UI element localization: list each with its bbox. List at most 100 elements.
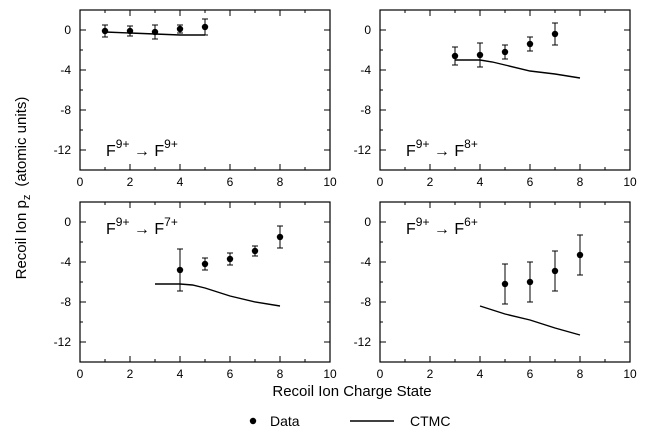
x-tick-label: 2 xyxy=(427,367,434,381)
legend: Data CTMC xyxy=(249,413,450,429)
y-tick-label: -12 xyxy=(54,143,72,157)
panel-label-text: F xyxy=(106,221,116,238)
panel-label-superscript: 9+ xyxy=(416,137,430,151)
panel-label-text: F xyxy=(154,143,164,160)
panel-label-text: → xyxy=(429,143,454,160)
x-tick-label: 4 xyxy=(477,175,484,189)
y-tick-label: 0 xyxy=(64,215,71,229)
x-tick-label: 10 xyxy=(323,367,337,381)
x-tick-label: 6 xyxy=(527,367,534,381)
data-point xyxy=(476,51,484,59)
panel-label-superscript: 6+ xyxy=(464,215,478,229)
ctmc-line xyxy=(455,59,581,79)
legend-data-label: Data xyxy=(270,413,300,429)
data-point xyxy=(501,48,509,56)
panel-2: 0 2 4 6 8 100-4-8-12 F9+ → F8+ xyxy=(354,9,637,189)
panel-label-text: → xyxy=(129,143,154,160)
legend-data-marker xyxy=(249,417,257,425)
y-tick-label: -8 xyxy=(360,103,371,117)
data-point xyxy=(551,267,559,275)
ctmc-line xyxy=(479,305,581,336)
panel-label-text: F xyxy=(106,143,116,160)
data-point xyxy=(201,260,209,268)
ctmc-line xyxy=(155,283,281,307)
x-tick-label: 8 xyxy=(577,367,584,381)
x-tick-label: 10 xyxy=(623,175,637,189)
legend-ctmc-label: CTMC xyxy=(410,413,450,429)
x-tick-label: 8 xyxy=(277,175,284,189)
y-tick-label: -8 xyxy=(60,295,71,309)
y-tick-label: 0 xyxy=(364,23,371,37)
data-point xyxy=(276,233,284,241)
x-tick-label: 10 xyxy=(323,175,337,189)
x-tick-label: 4 xyxy=(177,367,184,381)
y-tick-label: -8 xyxy=(60,103,71,117)
x-tick-label: 0 xyxy=(377,175,384,189)
y-tick-label: 0 xyxy=(64,23,71,37)
panel-label-superscript: 7+ xyxy=(164,215,178,229)
panel-label-text: → xyxy=(429,221,454,238)
y-tick-label: -4 xyxy=(360,255,371,269)
x-tick-label: 2 xyxy=(427,175,434,189)
data-point xyxy=(101,27,109,35)
x-tick-label: 10 xyxy=(623,367,637,381)
panel-label-text: → xyxy=(129,221,154,238)
x-tick-label: 8 xyxy=(277,367,284,381)
data-point xyxy=(251,247,259,255)
x-tick-label: 0 xyxy=(77,175,84,189)
data-point xyxy=(576,251,584,259)
y-tick-label: -4 xyxy=(60,63,71,77)
y-axis-title-subscript: z xyxy=(21,195,33,201)
y-tick-label: 0 xyxy=(364,215,371,229)
x-tick-label: 8 xyxy=(577,175,584,189)
x-tick-label: 6 xyxy=(527,175,534,189)
panel-label-text: F xyxy=(454,221,464,238)
x-tick-label: 6 xyxy=(227,367,234,381)
y-tick-label: -12 xyxy=(354,143,372,157)
panel-label-superscript: 9+ xyxy=(116,137,130,151)
x-tick-label: 4 xyxy=(477,367,484,381)
panel-label-superscript: 9+ xyxy=(116,215,130,229)
x-tick-label: 2 xyxy=(127,175,134,189)
data-point xyxy=(501,280,509,288)
data-point xyxy=(176,25,184,33)
x-axis-title: Recoil Ion Charge State xyxy=(272,383,431,400)
panel-label-text: F xyxy=(406,143,416,160)
y-axis-title: Recoil Ion pz (atomic units) xyxy=(13,97,33,280)
data-point xyxy=(201,23,209,31)
data-point xyxy=(176,266,184,274)
y-tick-label: -12 xyxy=(354,335,372,349)
data-point xyxy=(451,52,459,60)
panel-1: 0 2 4 6 8 100-4-8-12 F9+ → F9+ xyxy=(54,9,337,189)
x-tick-label: 4 xyxy=(177,175,184,189)
y-tick-label: -4 xyxy=(60,255,71,269)
x-tick-label: 6 xyxy=(227,175,234,189)
panel-label-superscript: 9+ xyxy=(416,215,430,229)
panel-label: F9+ → F8+ xyxy=(406,137,478,160)
panel-label-superscript: 8+ xyxy=(464,137,478,151)
data-point xyxy=(526,278,534,286)
x-tick-label: 2 xyxy=(127,367,134,381)
panel-label: F9+ → F6+ xyxy=(406,215,478,238)
panel-label: F9+ → F7+ xyxy=(106,215,178,238)
data-point xyxy=(226,255,234,263)
y-tick-label: -8 xyxy=(360,295,371,309)
ctmc-line xyxy=(104,31,205,36)
data-point xyxy=(526,40,534,48)
panel-label-text: F xyxy=(454,143,464,160)
panel-label-text: F xyxy=(406,221,416,238)
data-point xyxy=(551,30,559,38)
panel-label-text: F xyxy=(154,221,164,238)
y-axis-title-main: Recoil Ion p xyxy=(13,200,30,279)
x-tick-label: 0 xyxy=(377,367,384,381)
panels: 0 2 4 6 8 100-4-8-12 F9+ → F9+0 2 4 6 8 100-4-8-12 F… xyxy=(54,9,637,381)
x-tick-label: 0 xyxy=(77,367,84,381)
y-axis-title-units: (atomic units) xyxy=(13,97,30,187)
panel-label-superscript: 9+ xyxy=(164,137,178,151)
y-tick-label: -4 xyxy=(360,63,371,77)
panel-label: F9+ → F9+ xyxy=(106,137,178,160)
y-tick-label: -12 xyxy=(54,335,72,349)
